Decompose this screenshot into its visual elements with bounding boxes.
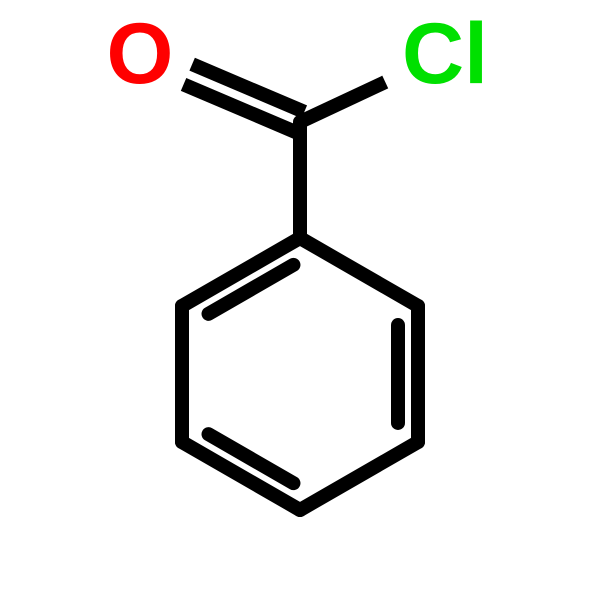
atom-label-o: O (107, 6, 174, 102)
atom-layer: O Cl (107, 6, 488, 102)
atom-label-cl: Cl (402, 6, 488, 102)
molecule-diagram: O Cl (0, 0, 600, 600)
bond-layer (182, 64, 418, 510)
